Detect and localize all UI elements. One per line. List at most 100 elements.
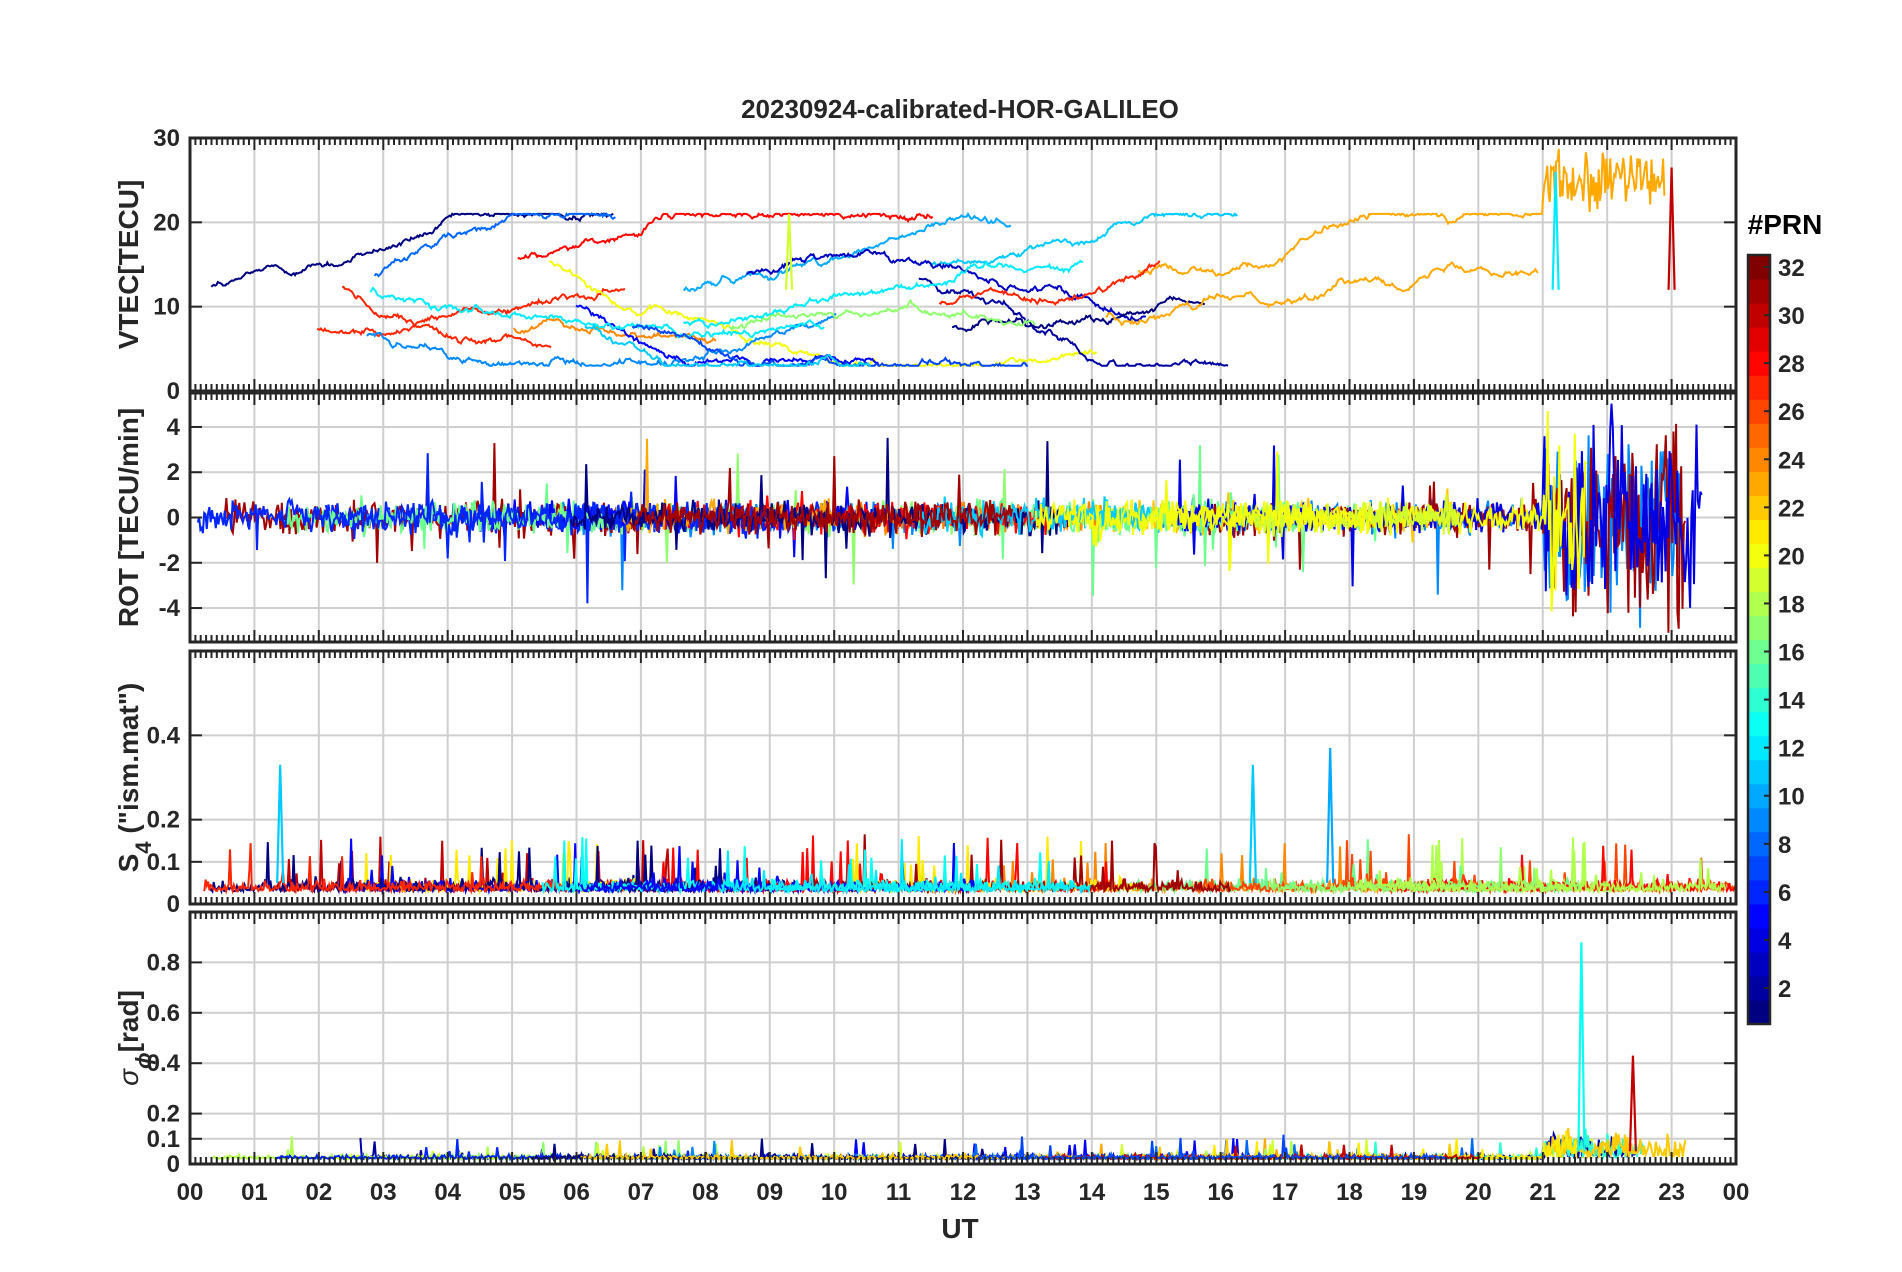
colorbar-swatch: [1748, 375, 1770, 400]
rot-track: [1034, 499, 1366, 568]
rot-x-tick-marks: [189, 393, 1737, 642]
colorbar-swatch: [1748, 903, 1770, 929]
x-tick-label: 05: [499, 1179, 526, 1206]
sigma_phi-grid: [189, 912, 1737, 1165]
x-tick-label: 16: [1207, 1179, 1234, 1206]
x-tick-label: 07: [628, 1179, 655, 1206]
colorbar-swatch: [1748, 303, 1770, 328]
rot-y-tick-label: 2: [167, 459, 180, 486]
x-tick-label: 02: [305, 1179, 332, 1206]
vtec-y-tick-label: 30: [153, 125, 180, 152]
colorbar-tick-label: 8: [1778, 832, 1791, 859]
colorbar-tick-label: 22: [1778, 495, 1805, 522]
vtec-track: [938, 260, 1161, 306]
x-tick-label: 06: [563, 1179, 590, 1206]
sigma_phi-peak: [1628, 1055, 1638, 1152]
rot-y-tick-label: -4: [159, 595, 181, 622]
colorbar-swatch: [1748, 591, 1770, 617]
s4-y-tick-label: 0: [167, 891, 180, 918]
colorbar-swatch: [1748, 759, 1770, 785]
colorbar-tick-label: 10: [1778, 784, 1805, 811]
x-tick-label: 18: [1336, 1179, 1363, 1206]
rot-y-tick-label: -2: [159, 550, 180, 577]
colorbar-swatch: [1748, 783, 1770, 809]
colorbar-swatch: [1748, 687, 1770, 713]
s4-track: [718, 839, 1091, 895]
s4-track: [1355, 837, 1727, 895]
x-tick-label: 00: [1723, 1179, 1750, 1206]
colorbar-swatch: [1748, 975, 1770, 1001]
x-tick-label: 01: [241, 1179, 268, 1206]
vtec-track: [728, 298, 1036, 331]
vtec-track: [683, 211, 1012, 293]
sigma_phi-track: [977, 1134, 1448, 1162]
vtec-track: [342, 285, 552, 349]
colorbar-swatch: [1748, 327, 1770, 352]
sigma_phi-y-tick-label: 0.6: [147, 1000, 180, 1027]
colorbar-swatch: [1748, 495, 1770, 520]
x-tick-label: 19: [1401, 1179, 1428, 1206]
vtec-track: [1105, 261, 1539, 327]
vtec-peak: [784, 213, 794, 290]
chart-title: 20230924-calibrated-HOR-GALILEO: [741, 94, 1179, 124]
sigma_phi-y-tick-label: 0.8: [147, 949, 180, 976]
colorbar-swatch: [1748, 711, 1770, 737]
rot-track: [628, 456, 1014, 549]
colorbar-swatch: [1748, 951, 1770, 977]
x-axis-label: UT: [941, 1213, 978, 1244]
panel-s4: 0 0.1 0.2 0.4S4 ("ism.mat"): [113, 649, 1738, 918]
colorbar-tick-label: 30: [1778, 303, 1805, 330]
s4-series: [203, 747, 1736, 896]
rot-grid: [189, 393, 1737, 642]
vtec-y-tick-label: 20: [153, 209, 180, 236]
vtec-track: [746, 248, 1147, 322]
vtec-peak: [1667, 167, 1676, 290]
colorbar-swatch: [1748, 807, 1770, 833]
s4-y-tick-label: 0.1: [147, 849, 180, 876]
colorbar-tick-label: 4: [1778, 928, 1792, 955]
x-tick-label: 14: [1078, 1179, 1105, 1206]
panel-rot: -4 -2 0 2 4 ROT [TECU/min]: [113, 391, 1738, 644]
vtec-peak: [1551, 171, 1560, 290]
x-tick-label: 03: [370, 1179, 397, 1206]
colorbar-tick-label: 18: [1778, 591, 1805, 618]
x-tick-label: 21: [1529, 1179, 1556, 1206]
vtec-y-tick-label: 0: [167, 378, 180, 405]
colorbar-tick-label: 20: [1778, 543, 1805, 570]
rot-track: [282, 483, 609, 554]
colorbar-swatch: [1748, 543, 1770, 569]
colorbar-swatch: [1748, 735, 1770, 761]
x-tick-label: 12: [950, 1179, 977, 1206]
x-axis-tick-labels: 00 01 02 03 04 05 06 07 08 09 10 11 12 13 14 15 16 17 18 19…: [177, 1179, 1750, 1206]
sigma_phi-y-axis-label: σϕ[rad]: [113, 990, 156, 1086]
colorbar-tick-label: 12: [1778, 736, 1805, 763]
colorbar-swatch: [1748, 255, 1770, 280]
colorbar-swatch: [1748, 351, 1770, 376]
colorbar-swatch: [1748, 519, 1770, 544]
vtec-grid: [189, 137, 1737, 392]
panel-vtec: 0 10 20 30 VTEC[TECU]: [113, 125, 1738, 405]
colorbar-swatch: [1748, 999, 1770, 1025]
colorbar-title: #PRN: [1748, 209, 1823, 240]
x-tick-label: 20: [1465, 1179, 1492, 1206]
vtec-track: [929, 212, 1238, 267]
vtec-track: [584, 323, 871, 368]
vtec-track: [517, 212, 934, 261]
sigma_phi-series: [212, 942, 1687, 1163]
sigma_phi-peak: [1577, 942, 1586, 1152]
x-tick-label: 11: [886, 1179, 911, 1206]
s4-x-tick-marks: [189, 651, 1737, 904]
colorbar-swatch: [1748, 615, 1770, 641]
x-tick-label: 04: [434, 1179, 461, 1206]
vtec-track: [631, 324, 1028, 368]
x-tick-label: 15: [1143, 1179, 1170, 1206]
colorbar-swatch: [1748, 855, 1770, 881]
s4-track: [203, 843, 568, 895]
s4-peak: [1248, 764, 1257, 883]
colorbar-swatch: [1748, 831, 1770, 857]
rot-y-axis-label: ROT [TECU/min]: [113, 408, 144, 627]
colorbar-swatch: [1748, 639, 1770, 665]
rot-y-tick-label: 4: [167, 414, 181, 441]
sigma_phi-y-tick-label: 0.1: [147, 1126, 180, 1153]
